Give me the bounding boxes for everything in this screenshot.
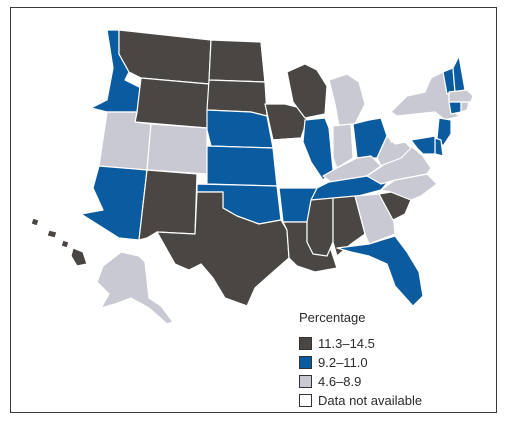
state-co <box>146 123 208 175</box>
state-ma <box>448 89 474 103</box>
legend-label: 11.3–14.5 <box>318 336 375 351</box>
state-nd <box>208 39 266 83</box>
legend-item: 9.2–11.0 <box>299 353 422 372</box>
state-mn <box>260 41 306 105</box>
state-nj <box>436 117 452 147</box>
state-ct <box>448 101 462 115</box>
legend-title: Percentage <box>299 310 366 325</box>
state-ks <box>206 145 278 187</box>
state-ak <box>96 251 174 325</box>
state-ms <box>306 197 334 257</box>
state-wv <box>376 135 412 167</box>
legend-label: Data not available <box>318 393 423 408</box>
state-md <box>410 135 436 155</box>
state-tx <box>156 191 290 307</box>
legend-swatch-light <box>299 375 312 388</box>
state-sc <box>378 191 412 221</box>
map-frame: Percentage 11.3–14.5 9.2–11.0 4.6–8.9 Da… <box>10 7 497 413</box>
state-hi <box>30 217 88 267</box>
legend-item: 4.6–8.9 <box>299 372 422 391</box>
legend: Percentage 11.3–14.5 9.2–11.0 4.6–8.9 Da… <box>299 310 422 410</box>
state-mi <box>328 73 366 127</box>
state-wi <box>286 63 328 119</box>
state-ne <box>206 109 274 149</box>
legend-label: 9.2–11.0 <box>318 355 368 370</box>
legend-item: Data not available <box>299 391 422 410</box>
legend-swatch-blue <box>299 356 312 369</box>
state-nm <box>138 169 198 241</box>
legend-item: 11.3–14.5 <box>299 334 422 353</box>
state-wy <box>134 77 210 129</box>
us-state-map <box>30 17 490 325</box>
state-ri <box>460 101 470 113</box>
state-mt <box>118 29 212 85</box>
legend-label: 4.6–8.9 <box>318 374 362 389</box>
legend-swatch-dark <box>299 337 312 350</box>
state-in <box>332 123 354 169</box>
state-fl <box>336 235 424 307</box>
legend-swatch-na <box>299 394 312 407</box>
state-me <box>458 35 490 89</box>
